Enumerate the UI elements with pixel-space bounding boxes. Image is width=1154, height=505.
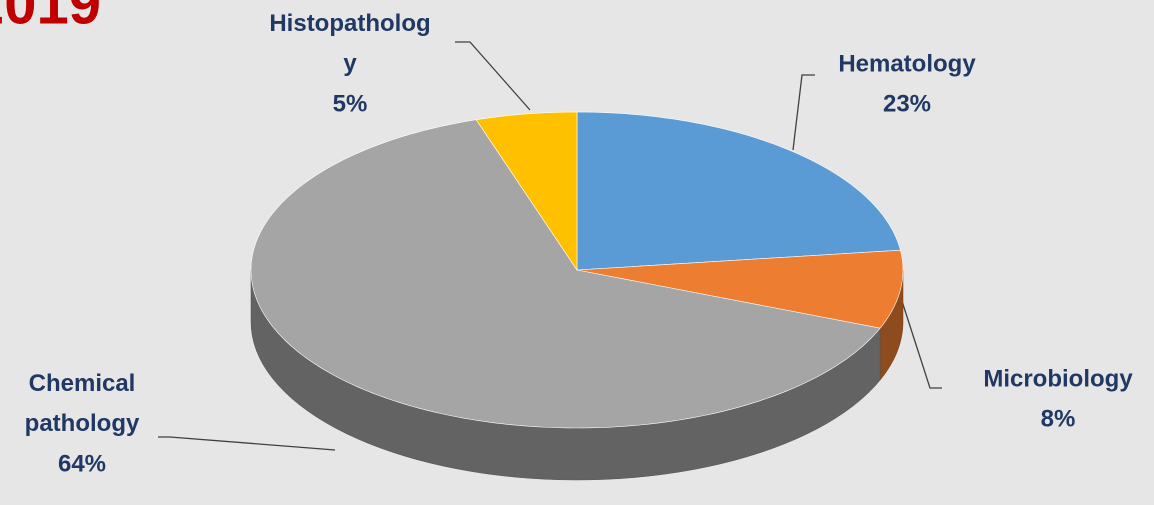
value-label: 5% xyxy=(333,90,368,117)
slice xyxy=(475,111,578,271)
value-label: 23% xyxy=(883,90,931,117)
value-label: 64% xyxy=(58,450,106,477)
leader-line xyxy=(158,436,336,451)
value-label: 8% xyxy=(1041,405,1076,432)
leader-line xyxy=(792,74,815,151)
category-label: Chemical pathology xyxy=(25,370,140,437)
chart-title: 2019 xyxy=(0,0,101,36)
slice xyxy=(250,119,881,429)
category-label: Hematology xyxy=(838,50,976,77)
category-label: Histopatholog y xyxy=(269,10,430,77)
category-label: Microbiology xyxy=(983,365,1133,392)
slice xyxy=(576,249,904,329)
leader-line xyxy=(899,294,942,389)
slice xyxy=(576,111,901,271)
leader-line xyxy=(455,41,531,111)
